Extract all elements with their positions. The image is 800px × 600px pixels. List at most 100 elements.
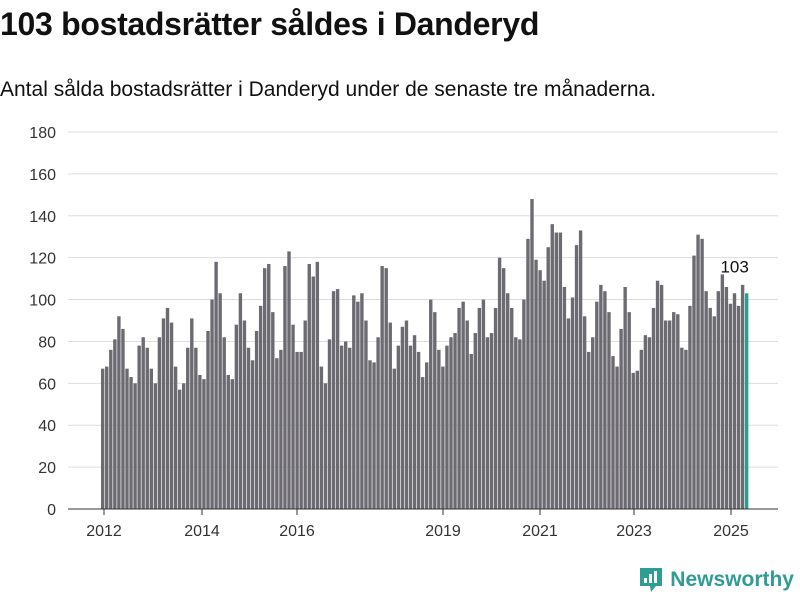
bar xyxy=(295,351,299,509)
bar xyxy=(538,270,542,509)
bar xyxy=(186,347,190,509)
bar xyxy=(153,383,158,509)
bar xyxy=(659,284,664,509)
bar xyxy=(222,337,226,509)
bar xyxy=(619,328,623,509)
bar xyxy=(461,301,465,509)
bar xyxy=(728,303,733,509)
bar xyxy=(627,312,631,509)
y-tick-label: 100 xyxy=(29,293,56,310)
bar xyxy=(558,232,563,509)
bar xyxy=(720,274,725,509)
newsworthy-logo: Newsworthy xyxy=(638,566,794,594)
bar xyxy=(587,351,591,509)
bar xyxy=(376,337,380,509)
bar xyxy=(445,345,449,509)
bar xyxy=(469,354,473,509)
bar xyxy=(574,245,579,509)
x-tick-label: 2021 xyxy=(522,523,558,540)
bar xyxy=(157,337,162,509)
bar xyxy=(501,268,506,509)
bar xyxy=(368,360,372,509)
y-tick-label: 80 xyxy=(38,334,56,351)
bar xyxy=(481,299,486,509)
x-tick-label: 2019 xyxy=(425,523,461,540)
bar xyxy=(182,383,186,509)
bar xyxy=(542,280,546,509)
bar xyxy=(724,286,729,509)
bar xyxy=(392,368,396,509)
bar xyxy=(125,368,129,509)
bar xyxy=(716,291,720,509)
y-tick-label: 60 xyxy=(38,376,56,393)
bar xyxy=(647,337,652,509)
bar xyxy=(206,330,210,509)
bar xyxy=(396,345,401,509)
bar xyxy=(684,349,688,509)
x-tick-label: 2023 xyxy=(616,523,652,540)
bar xyxy=(149,368,153,509)
bar xyxy=(352,295,356,509)
bar xyxy=(570,297,575,509)
bar xyxy=(530,199,534,509)
bar xyxy=(105,366,109,509)
bar xyxy=(514,337,518,509)
bar xyxy=(238,293,243,509)
bar xyxy=(453,333,457,509)
bar xyxy=(676,314,680,509)
bar xyxy=(230,379,234,509)
latest-value-label: 103 xyxy=(720,257,748,276)
newsworthy-chart-icon xyxy=(640,568,663,592)
bar xyxy=(712,316,716,509)
bar xyxy=(327,339,332,509)
bar xyxy=(307,263,311,509)
bar xyxy=(635,370,639,509)
bar xyxy=(291,324,295,509)
bar xyxy=(267,263,271,509)
x-tick-label: 2016 xyxy=(279,523,315,540)
bar xyxy=(133,383,137,509)
bar xyxy=(356,301,360,509)
bar xyxy=(113,339,117,509)
bar xyxy=(623,286,627,509)
bar xyxy=(210,299,214,509)
bar xyxy=(101,368,105,509)
bar xyxy=(708,307,712,509)
bar xyxy=(420,377,425,509)
bar xyxy=(599,284,603,509)
y-tick-label: 180 xyxy=(29,125,56,142)
bar xyxy=(449,337,453,509)
bar xyxy=(246,347,251,509)
bar xyxy=(485,337,490,509)
bar xyxy=(404,320,409,509)
bar xyxy=(651,307,656,509)
bar xyxy=(578,230,583,509)
bar xyxy=(344,341,348,509)
bar xyxy=(437,349,441,509)
bar xyxy=(493,307,498,509)
bar xyxy=(173,366,178,509)
bar xyxy=(275,358,279,509)
bar xyxy=(202,379,206,509)
bar xyxy=(129,377,133,509)
bar xyxy=(546,247,550,509)
bar xyxy=(550,224,554,509)
bar xyxy=(145,347,149,509)
x-tick-label: 2025 xyxy=(713,523,749,540)
x-tick-label: 2014 xyxy=(184,523,220,540)
bar xyxy=(190,318,194,509)
bar xyxy=(668,320,672,509)
x-tick-label: 2012 xyxy=(86,523,122,540)
bar xyxy=(639,349,644,509)
bar xyxy=(335,289,340,509)
y-tick-label: 40 xyxy=(38,418,56,435)
bar xyxy=(603,291,607,509)
bar xyxy=(497,257,502,509)
bar xyxy=(303,320,307,509)
bar xyxy=(526,238,530,509)
bar xyxy=(425,362,429,509)
bar xyxy=(566,318,571,509)
bar xyxy=(380,266,384,509)
bar xyxy=(477,307,482,509)
bar xyxy=(364,320,368,509)
